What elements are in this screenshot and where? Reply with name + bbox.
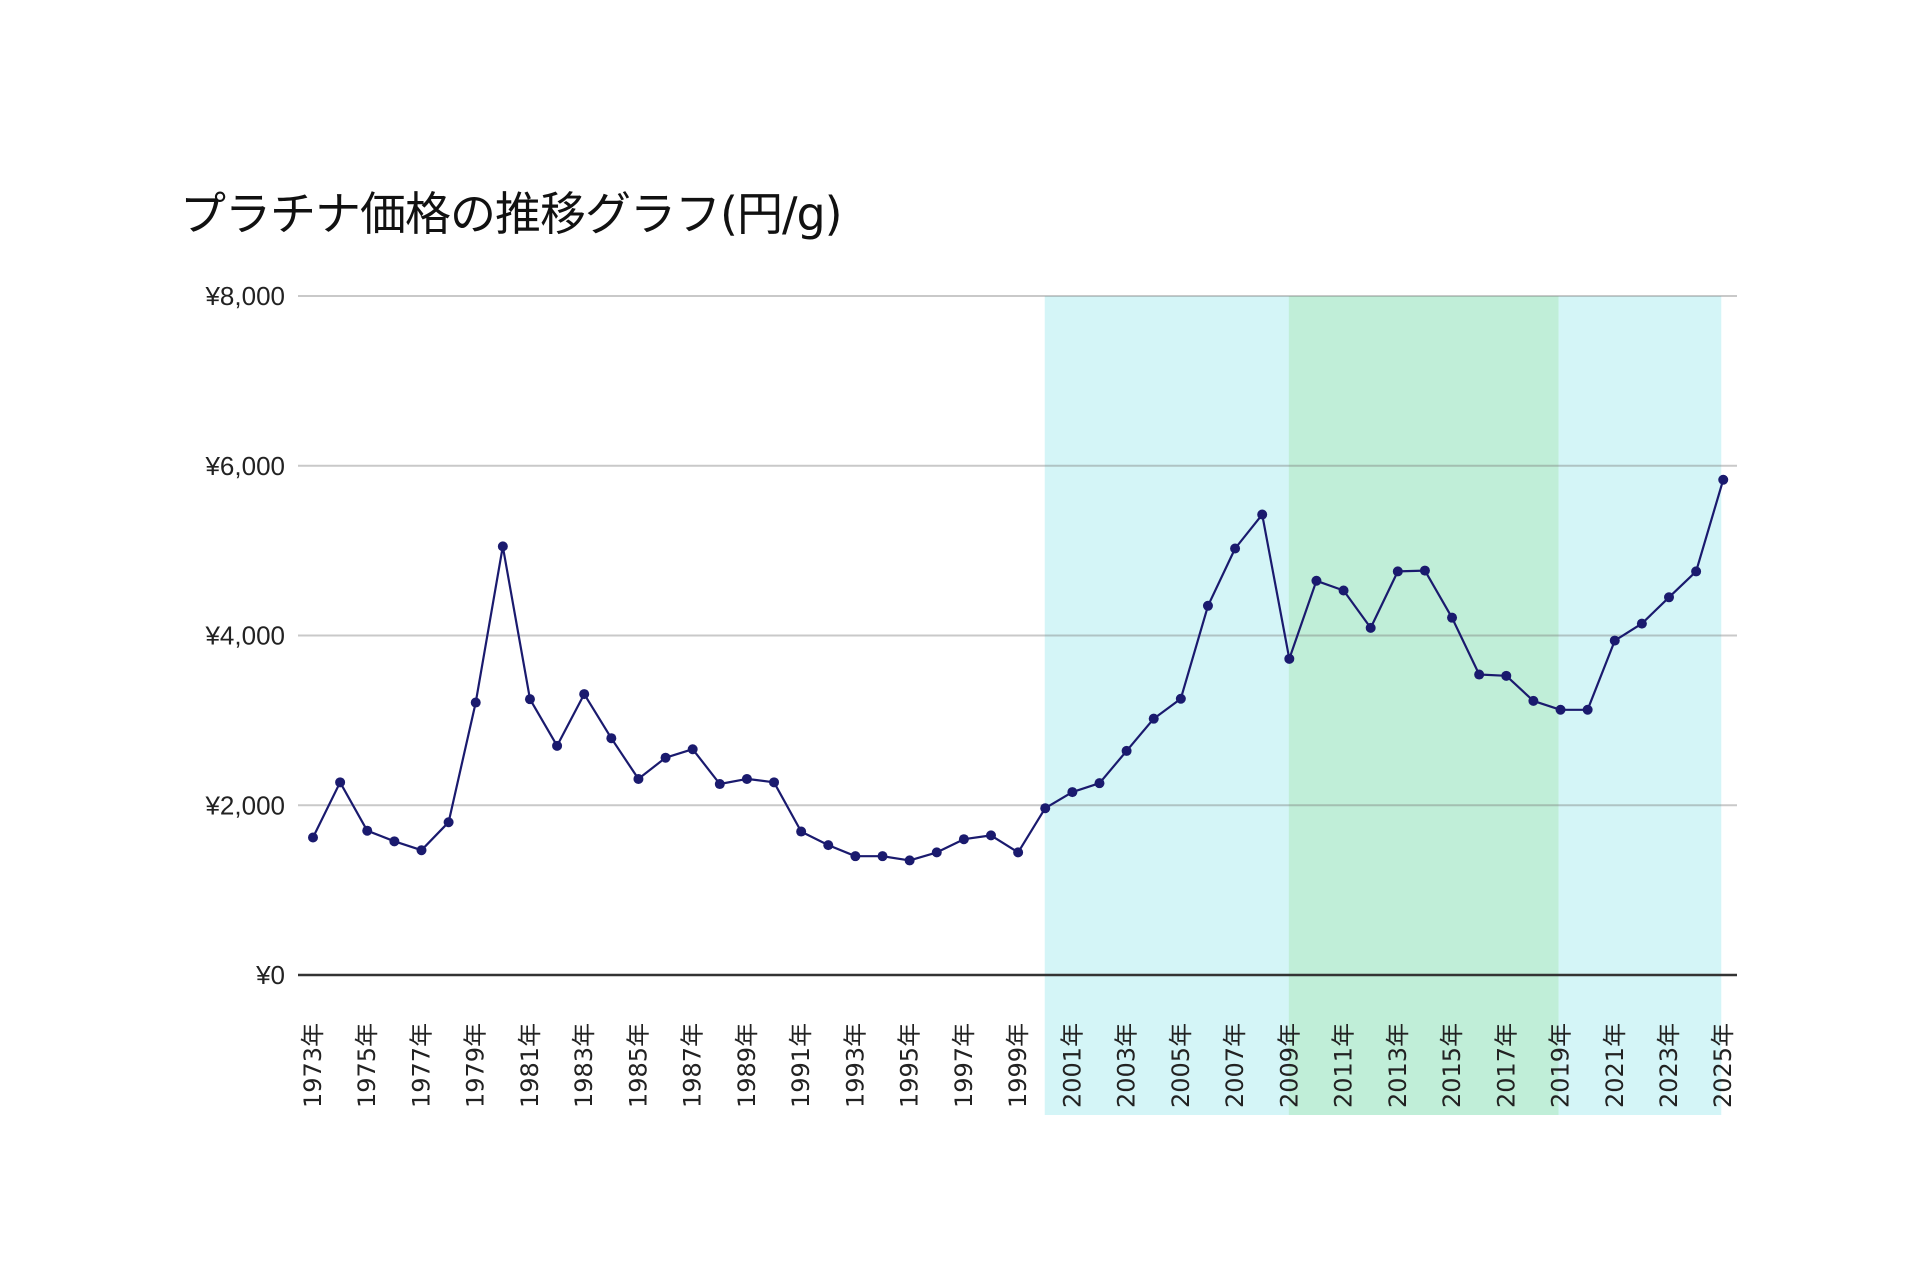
data-point <box>1528 695 1539 706</box>
data-point <box>660 752 671 763</box>
data-point <box>796 826 807 837</box>
x-tick-label: 1973年 <box>299 1023 327 1108</box>
y-tick-label: ¥6,000 <box>204 451 285 481</box>
data-point <box>470 697 481 708</box>
highlight-band-1 <box>1288 296 1559 1115</box>
x-tick-label: 1991年 <box>787 1023 815 1108</box>
data-point <box>633 773 644 784</box>
x-tick-label: 1993年 <box>841 1023 869 1108</box>
x-tick-label: 2009年 <box>1275 1023 1303 1108</box>
data-point <box>308 832 318 843</box>
x-tick-label: 2021年 <box>1601 1023 1629 1108</box>
data-point <box>1230 543 1241 554</box>
data-point <box>1175 693 1186 704</box>
data-point <box>552 740 563 751</box>
x-tick-label: 1983年 <box>570 1023 598 1108</box>
x-tick-label: 2019年 <box>1547 1023 1575 1108</box>
x-tick-label: 2017年 <box>1492 1023 1520 1108</box>
x-tick-label: 2005年 <box>1167 1023 1195 1108</box>
data-point <box>1664 592 1674 603</box>
x-tick-label: 1985年 <box>624 1023 652 1108</box>
data-point <box>1148 713 1159 724</box>
highlight-bands <box>1044 296 1722 1115</box>
data-point <box>579 689 590 700</box>
data-point <box>1067 787 1078 798</box>
y-tick-label: ¥4,000 <box>204 621 285 651</box>
data-point <box>1094 778 1105 789</box>
chart-title: プラチナ価格の推移グラフ(円/g) <box>180 187 843 241</box>
data-point <box>1474 669 1485 680</box>
y-tick-label: ¥8,000 <box>204 281 285 311</box>
x-tick-label: 1987年 <box>679 1023 707 1108</box>
data-point <box>1636 618 1647 629</box>
data-point <box>524 694 535 705</box>
data-point <box>741 773 752 784</box>
data-point <box>1338 585 1349 596</box>
x-axis-labels: 1973年 1975年 1977年 1979年 1981年 1983年 1985年 1987年… <box>299 1023 1737 1108</box>
y-tick-label: ¥2,000 <box>204 790 285 820</box>
x-tick-label: 2001年 <box>1058 1023 1086 1108</box>
x-tick-label: 2003年 <box>1113 1023 1141 1108</box>
x-tick-label: 1981年 <box>516 1023 544 1108</box>
data-point <box>1040 803 1051 814</box>
data-point <box>335 777 346 788</box>
data-point <box>1392 566 1403 577</box>
data-point <box>362 825 373 836</box>
data-point <box>769 777 780 788</box>
y-tick-label: ¥0 <box>255 960 285 990</box>
data-point <box>904 855 915 866</box>
x-tick-label: 1995年 <box>896 1023 924 1108</box>
data-point <box>1202 600 1213 611</box>
data-point <box>1257 509 1268 520</box>
x-tick-label: 1977年 <box>407 1023 435 1108</box>
x-tick-label: 1979年 <box>462 1023 490 1108</box>
data-point <box>823 840 834 851</box>
data-point <box>1691 566 1702 577</box>
data-point <box>877 851 888 862</box>
data-point <box>1311 575 1322 586</box>
data-points <box>308 474 1729 866</box>
data-point <box>389 836 400 847</box>
data-point <box>1121 745 1132 756</box>
data-point <box>497 541 508 552</box>
y-axis-labels: ¥0 ¥2,000 ¥4,000 ¥6,000 ¥8,000 <box>204 281 285 990</box>
x-tick-label: 1989年 <box>733 1023 761 1108</box>
x-tick-label: 2011年 <box>1330 1023 1358 1108</box>
data-point <box>958 834 969 845</box>
x-tick-label: 2025年 <box>1709 1023 1737 1108</box>
data-point <box>1609 635 1620 646</box>
data-point <box>416 845 427 856</box>
data-point <box>714 779 725 790</box>
data-point <box>1501 670 1512 681</box>
data-point <box>1284 653 1295 664</box>
data-point <box>986 830 996 841</box>
data-point <box>1365 622 1376 633</box>
x-tick-label: 2023年 <box>1655 1023 1683 1108</box>
x-tick-label: 1997年 <box>950 1023 978 1108</box>
x-tick-label: 1999年 <box>1004 1023 1032 1108</box>
data-point <box>443 817 454 828</box>
data-point <box>606 733 617 744</box>
data-point <box>1555 704 1566 715</box>
data-point <box>1013 847 1024 858</box>
x-tick-label: 1975年 <box>353 1023 381 1108</box>
data-point <box>1718 474 1729 485</box>
data-point <box>1419 565 1430 576</box>
gridlines <box>298 295 1737 807</box>
x-tick-label: 2007年 <box>1221 1023 1249 1108</box>
data-point <box>687 744 698 755</box>
data-point <box>850 851 861 862</box>
data-point <box>931 847 942 858</box>
x-tick-label: 2015年 <box>1438 1023 1466 1108</box>
data-point <box>1447 612 1458 623</box>
x-tick-label: 2013年 <box>1384 1023 1412 1108</box>
data-point <box>1582 704 1593 715</box>
